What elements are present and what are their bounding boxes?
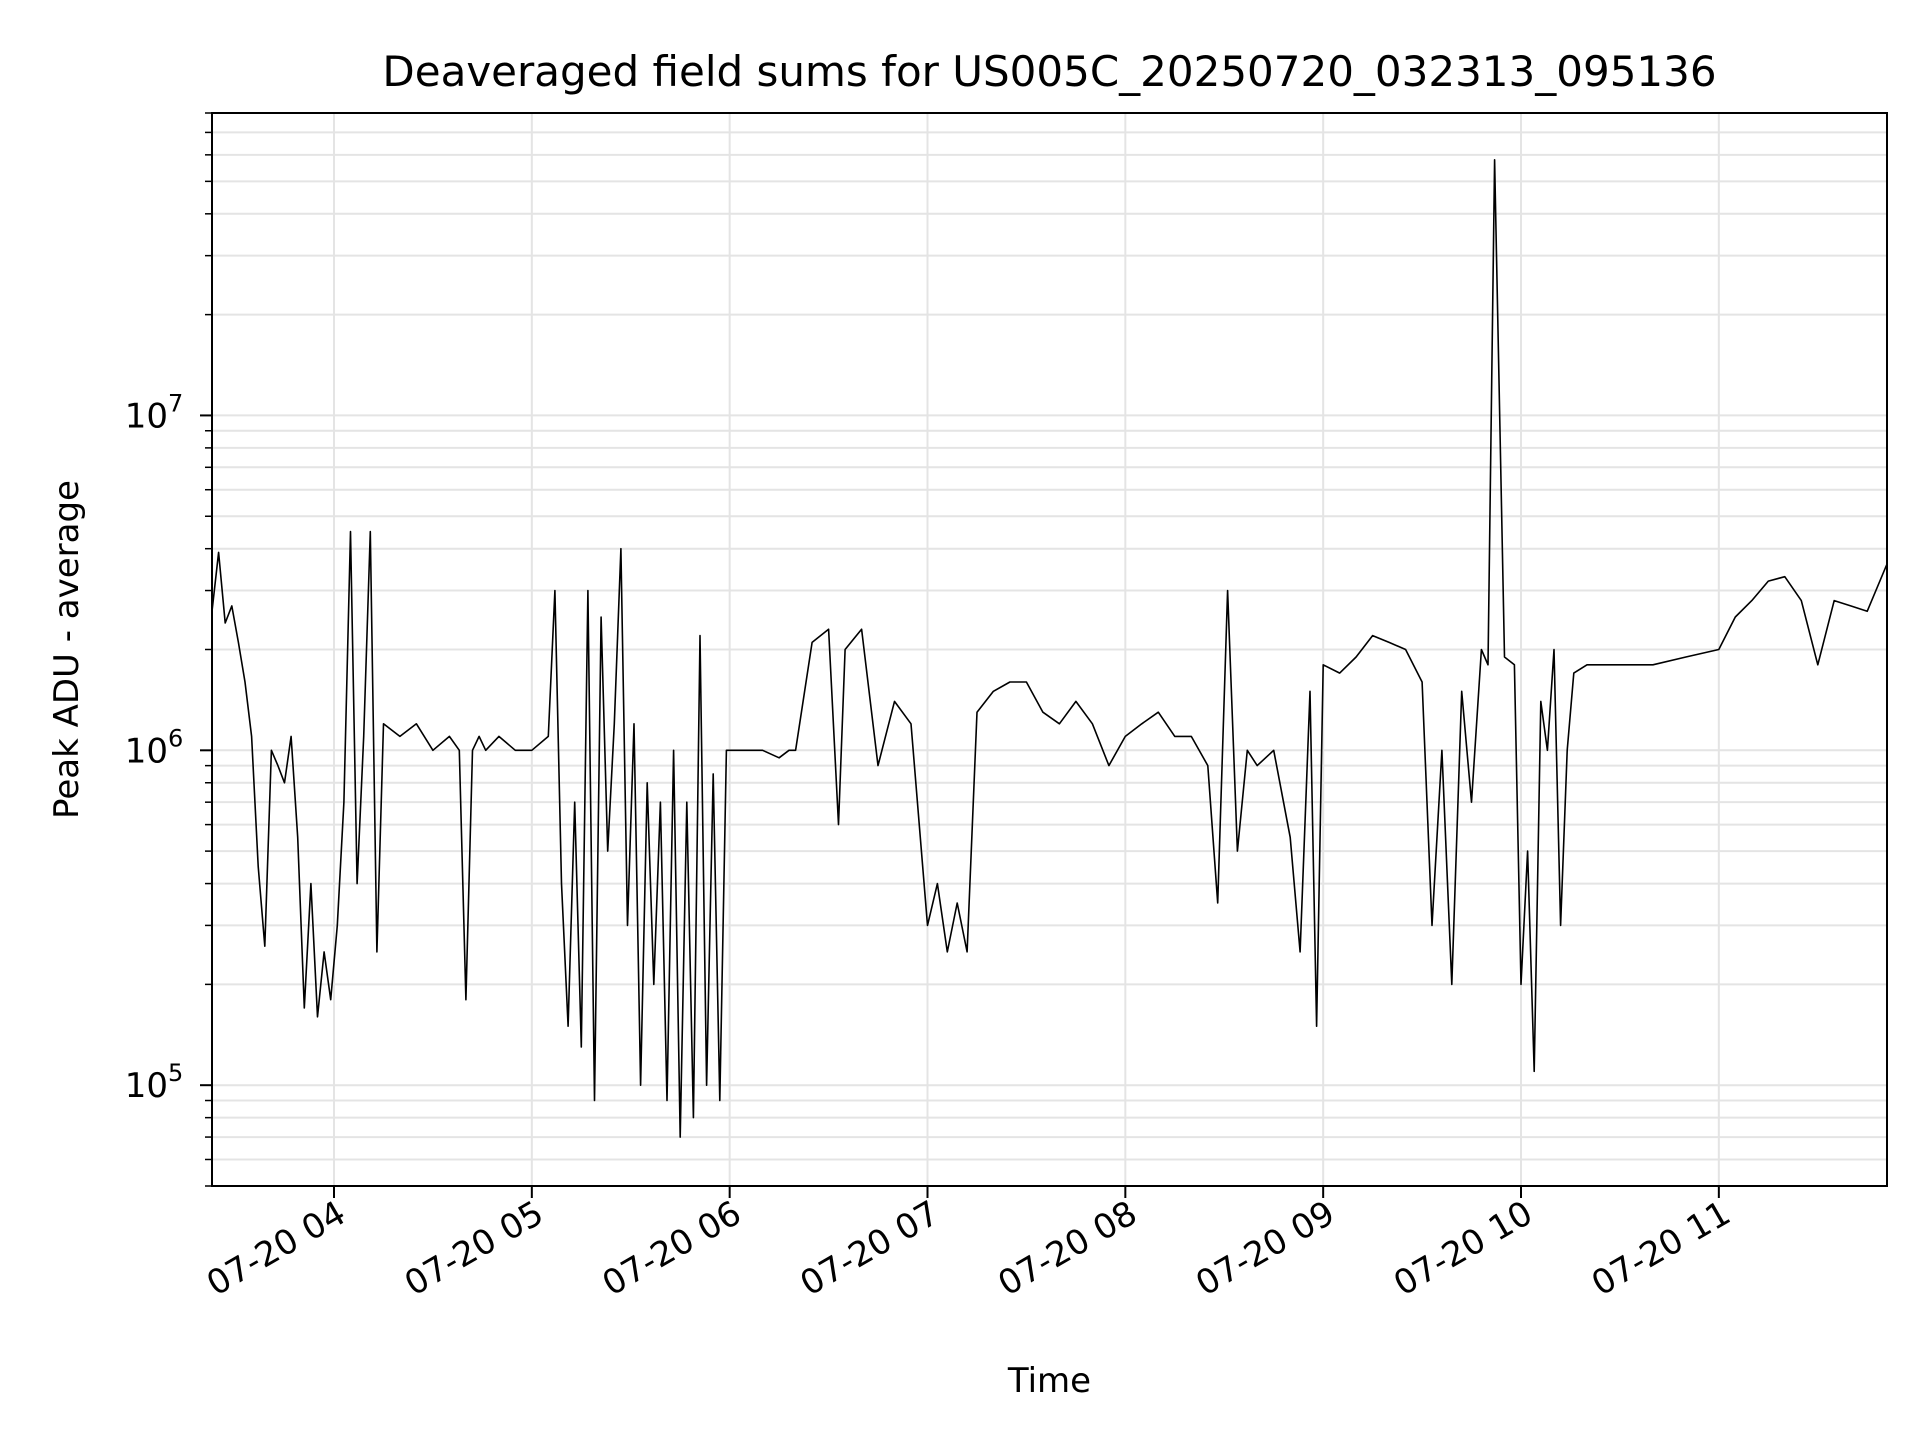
y-tick-exponent: 5 — [168, 1059, 183, 1087]
grid — [212, 112, 1887, 1187]
series-layer — [211, 159, 1888, 1138]
x-axis-label: Time — [1007, 1361, 1091, 1401]
y-tick-label: 10 — [125, 1066, 168, 1106]
chart-title: Deaveraged field sums for US005C_2025072… — [382, 47, 1716, 96]
y-tick-exponent: 7 — [168, 389, 183, 417]
y-axis-label: Peak ADU - average — [47, 480, 87, 819]
series-line — [211, 159, 1888, 1138]
y-tick-label: 10 — [125, 731, 168, 771]
y-tick-exponent: 6 — [168, 724, 183, 752]
y-tick-label: 10 — [125, 396, 168, 436]
